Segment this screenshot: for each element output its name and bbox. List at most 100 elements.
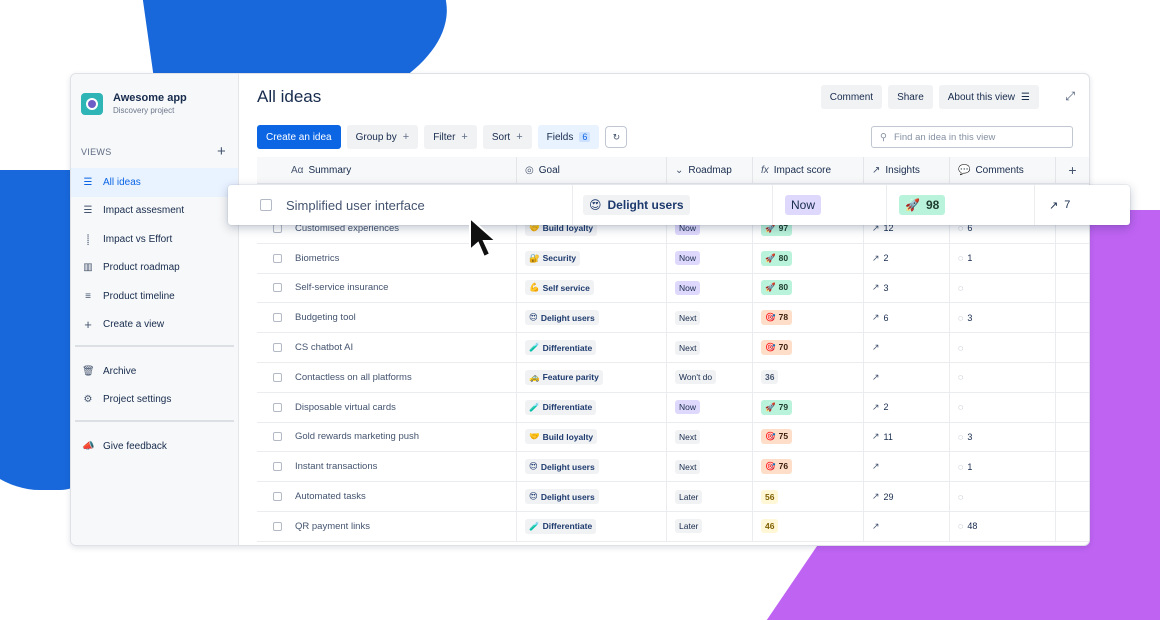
roadmap-tag[interactable]: Later [675,489,703,504]
goal-tag[interactable]: 🧪 Differentiate [525,399,597,415]
summary-text[interactable]: CS chatbot AI [295,342,354,354]
goal-tag[interactable]: 💪 Self service [525,280,594,296]
insights-cell[interactable]: ↗ 2 [864,392,950,422]
goal-tag[interactable]: 🧪 Differentiate [525,340,597,356]
table-row[interactable]: Automated tasks 😍 Delight users Later 56 ↗ 29 ◌ [257,482,1089,512]
roadmap-tag[interactable]: Next [675,429,701,444]
roadmap-tag[interactable]: Next [675,340,701,355]
row-checkbox[interactable] [273,343,282,353]
sidebar-item-all-ideas[interactable]: ☰ All ideas [71,168,238,197]
sort-button[interactable]: Sort + [482,125,532,149]
summary-text[interactable]: Disposable virtual cards [295,401,396,413]
comments-cell[interactable]: ◌ [950,362,1056,392]
row-checkbox[interactable] [273,223,282,233]
comments-cell[interactable]: ◌ 1 [950,452,1056,482]
insights-cell[interactable]: ↗ [864,452,950,482]
insights-cell[interactable]: ↗ [864,362,950,392]
summary-text[interactable]: Instant transactions [295,461,378,473]
goal-tag[interactable]: 😍 Delight users [525,459,599,475]
comments-cell[interactable]: ◌ 48 [950,511,1056,541]
insights-cell[interactable]: ↗ 6 [864,303,950,333]
comments-cell[interactable]: ◌ 6 [950,214,1056,243]
roadmap-tag[interactable]: Now [675,251,701,266]
table-row[interactable]: Self-service insurance 💪 Self service Now 🚀 8… [257,273,1089,304]
comments-cell[interactable]: ◌ [950,392,1056,422]
comments-cell[interactable]: ◌ [950,482,1056,511]
roadmap-tag[interactable]: Won't do [675,370,717,385]
fields-button[interactable]: Fields 6 [537,125,600,149]
table-row[interactable]: Instant transactions 😍 Delight users Next 🎯 7… [257,452,1089,483]
goal-tag[interactable]: 😍 Delight users [525,489,599,505]
column-impact-score[interactable]: fx Impact score [753,157,864,183]
row-checkbox[interactable] [273,253,282,263]
roadmap-tag[interactable]: Now [675,400,701,415]
goal-tag[interactable]: 🔐 Security [525,250,581,266]
row-checkbox[interactable] [273,521,282,531]
row-checkbox[interactable] [273,462,282,472]
about-view-button[interactable]: About this view ☰ [938,85,1039,109]
insights-cell[interactable]: ↗ 11 [864,422,950,452]
summary-text[interactable]: Contactless on all platforms [295,371,412,383]
autosort-icon[interactable]: ↻ [605,126,628,148]
column-comments[interactable]: 💬 Comments [950,157,1056,183]
comment-button[interactable]: Comment [820,85,883,109]
roadmap-tag[interactable]: Now [675,280,701,295]
sidebar-item-project-settings[interactable]: ⚙ Project settings [71,386,238,415]
roadmap-tag[interactable]: Later [675,519,703,534]
row-checkbox[interactable] [273,432,282,442]
table-row[interactable]: Biometrics 🔐 Security Now 🚀 80 ↗ 2 ◌ 1 [257,243,1089,274]
comments-cell[interactable]: ◌ [950,333,1056,362]
sidebar-item-impact-vs-effort[interactable]: ⸽ Impact vs Effort [71,225,238,254]
row-checkbox[interactable] [273,372,282,382]
table-row[interactable]: Disposable virtual cards 🧪 Differentiate No… [257,392,1089,423]
summary-text[interactable]: Budgeting tool [295,312,356,324]
add-column-icon[interactable]: + [1068,162,1077,178]
sidebar-item-archive[interactable]: 🗑 Archive [71,357,238,386]
summary-text[interactable]: Self-service insurance [295,282,389,294]
row-checkbox[interactable] [273,492,282,502]
insights-cell[interactable]: ↗ 12 [864,214,950,243]
goal-tag[interactable]: 🤝 Build loyalty [525,429,598,445]
sidebar-item-impact-assesment[interactable]: ☰ Impact assesment [71,197,238,226]
summary-text[interactable]: Biometrics [295,252,340,264]
summary-text[interactable]: QR payment links [295,520,370,532]
table-row[interactable]: QR payment links 🧪 Differentiate Later 46 ↗ ◌ 4… [257,511,1089,542]
column-insights[interactable]: ↗ Insights [864,157,950,183]
row-checkbox[interactable] [273,313,282,323]
insights-cell[interactable]: ↗ 29 [864,482,950,511]
column-goal[interactable]: ◎ Goal [517,157,667,183]
dragged-row[interactable]: Simplified user interface 😍 Delight user… [228,185,1130,225]
expand-icon[interactable]: ⤢ [1065,89,1075,103]
search-input[interactable]: ⚲ Find an idea in this view [871,126,1073,148]
create-idea-button[interactable]: Create an idea [257,125,341,149]
comments-cell[interactable]: ◌ 1 [950,243,1056,273]
group-by-button[interactable]: Group by + [346,125,419,149]
roadmap-tag[interactable]: Next [675,310,701,325]
summary-text[interactable]: Automated tasks [295,491,366,503]
table-row[interactable]: Contactless on all platforms 🚕 Feature par… [257,362,1089,393]
filter-button[interactable]: Filter + [424,125,477,149]
table-row[interactable]: Budgeting tool 😍 Delight users Next 🎯 78 ↗ 6 ◌ 3 [257,303,1089,334]
goal-tag[interactable]: 🚕 Feature parity [525,369,603,385]
goal-tag[interactable]: 😍 Delight users [525,310,599,326]
project-header[interactable]: Awesome app Discovery project [71,74,238,125]
column-summary[interactable]: Aα Summary [257,157,517,183]
roadmap-tag[interactable]: Next [675,459,701,474]
add-view-icon[interactable]: + [216,143,226,160]
goal-tag[interactable]: 🧪 Differentiate [525,518,597,534]
table-row[interactable]: Gold rewards marketing push 🤝 Build loyalt… [257,422,1089,453]
insights-cell[interactable]: ↗ [864,511,950,541]
comments-cell[interactable]: ◌ 3 [950,422,1056,452]
insights-cell[interactable]: ↗ 3 [864,273,950,303]
comments-cell[interactable]: ◌ 3 [950,303,1056,333]
row-checkbox[interactable] [273,283,282,293]
sidebar-item-create-view[interactable]: + Create a view [71,311,238,340]
column-roadmap[interactable]: ⌄ Roadmap [667,157,753,183]
row-checkbox[interactable] [273,402,282,412]
insights-cell[interactable]: ↗ 2 [864,243,950,273]
summary-text[interactable]: Gold rewards marketing push [295,431,420,443]
sidebar-item-give-feedback[interactable]: 📣 Give feedback [71,432,238,461]
comments-cell[interactable]: ◌ [950,273,1056,303]
table-row[interactable]: CS chatbot AI 🧪 Differentiate Next 🎯 70 ↗ ◌ [257,333,1089,363]
row-checkbox[interactable] [260,199,272,211]
